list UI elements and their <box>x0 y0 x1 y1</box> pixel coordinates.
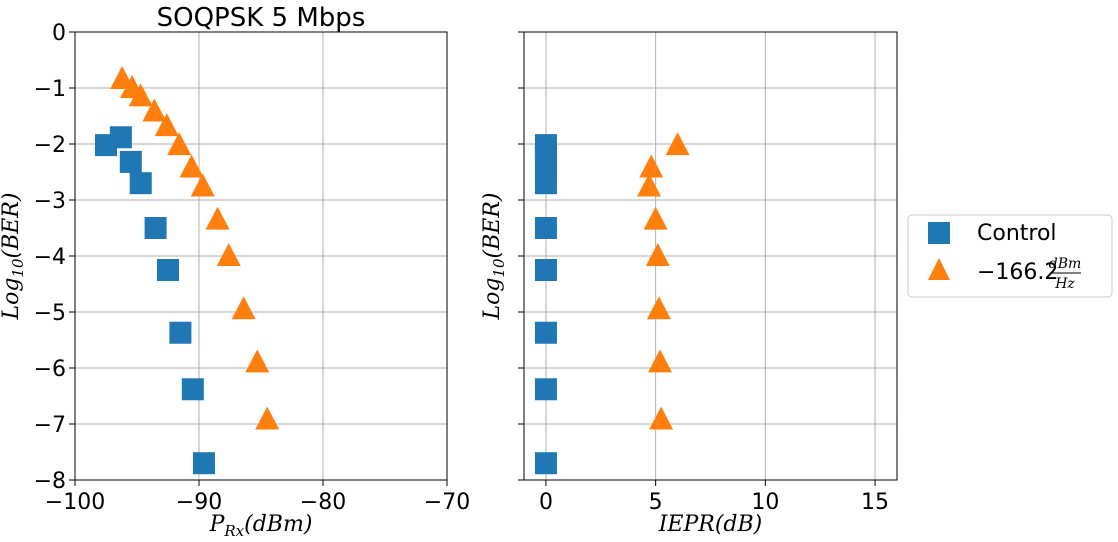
control-point <box>534 217 557 239</box>
x-tick-label: −100 <box>45 490 105 515</box>
left-chart-title: SOQPSK 5 Mbps <box>157 3 366 33</box>
right-y-label-rest: (BER) <box>480 193 505 259</box>
triangle-point <box>205 206 230 230</box>
right-y-label-sub: 10 <box>490 258 508 278</box>
triangle-point <box>255 406 280 430</box>
triangle-point <box>639 154 664 178</box>
legend-triangle-marker <box>928 258 950 280</box>
left-x-axis-label: PRx(dBm) <box>209 512 313 540</box>
y-tick-label: −8 <box>34 469 66 494</box>
left-plot: −100 −90 −80 −70 0 −1 −2 −3 −4 −5 −6 −7 −8 SOQPSK 5 … <box>0 3 470 540</box>
right-x-axis-label: IEPR(dB) <box>658 512 763 537</box>
right-ticks: 0 5 10 15 <box>518 31 889 515</box>
legend-control-marker <box>928 222 950 244</box>
right-grid <box>524 31 897 481</box>
control-point <box>534 259 557 281</box>
left-grid <box>74 31 448 481</box>
triangle-point <box>643 206 668 230</box>
legend-noise-label: −166.2 <box>977 260 1058 285</box>
legend-box <box>907 214 1113 298</box>
control-point <box>119 150 142 173</box>
right-plot: 0 5 10 15 IEPR(dB) Log10(BER) <box>480 31 898 537</box>
left-x-label-base: P <box>209 512 226 537</box>
control-point <box>169 321 192 344</box>
control-point <box>534 452 557 475</box>
x-tick-label: −70 <box>424 490 470 515</box>
control-point <box>129 172 152 195</box>
control-point <box>534 378 557 401</box>
right-data-marks <box>534 132 690 475</box>
left-y-axis-label: Log10(BER) <box>0 193 27 321</box>
triangle-point <box>190 173 215 197</box>
y-tick-label: −6 <box>34 357 66 382</box>
y-tick-label: −4 <box>34 245 66 270</box>
triangle-point <box>167 132 192 156</box>
y-tick-label: −3 <box>34 189 66 214</box>
x-tick-label: 10 <box>751 490 779 515</box>
triangle-point <box>637 173 662 197</box>
triangle-point <box>231 296 256 320</box>
y-tick-label: 0 <box>52 21 66 46</box>
triangle-point <box>648 349 673 373</box>
triangle-point <box>128 83 153 107</box>
control-point <box>192 452 215 475</box>
left-x-label-rest: (dBm) <box>244 512 312 537</box>
triangle-point <box>646 296 671 320</box>
left-y-label-sub: 10 <box>9 258 27 278</box>
triangle-point <box>154 113 179 137</box>
legend-noise-unit-num: dBm <box>1049 256 1082 272</box>
right-y-axis-label: Log10(BER) <box>480 193 508 321</box>
triangle-point <box>649 406 674 430</box>
legend-noise-unit-den: Hz <box>1054 276 1075 292</box>
x-tick-label: 5 <box>649 490 663 515</box>
x-tick-label: 15 <box>861 490 889 515</box>
y-tick-label: −7 <box>34 413 66 438</box>
left-y-label-base: Log <box>0 278 24 321</box>
control-point <box>144 217 167 239</box>
legend-control-label: Control <box>977 221 1057 246</box>
left-data-marks <box>95 66 280 475</box>
y-tick-label: −1 <box>34 77 66 102</box>
left-y-label-rest: (BER) <box>0 193 24 259</box>
y-tick-label: −5 <box>34 301 66 326</box>
control-point <box>534 155 557 178</box>
triangle-point <box>665 132 690 156</box>
x-tick-label: −80 <box>300 490 346 515</box>
control-point <box>534 172 557 195</box>
right-y-label-base: Log <box>480 278 505 321</box>
triangle-point <box>142 98 167 122</box>
legend: Control −166.2 dBm Hz <box>907 214 1113 298</box>
control-point <box>181 378 204 401</box>
right-x-label-rest: (dB) <box>715 512 762 537</box>
triangle-point <box>245 349 270 373</box>
left-x-label-sub: Rx <box>223 522 244 540</box>
control-point <box>109 126 132 149</box>
triangle-point <box>216 243 241 266</box>
x-tick-label: −90 <box>176 490 222 515</box>
right-x-label-base: IEPR <box>658 512 715 537</box>
triangle-point <box>645 243 670 266</box>
triangle-point <box>179 154 204 178</box>
y-tick-label: −2 <box>34 133 66 158</box>
left-ticks: −100 −90 −80 −70 0 −1 −2 −3 −4 −5 −6 −7 −8 <box>34 21 471 515</box>
control-point <box>157 259 179 281</box>
x-tick-label: 0 <box>539 490 553 515</box>
control-point <box>534 321 557 344</box>
